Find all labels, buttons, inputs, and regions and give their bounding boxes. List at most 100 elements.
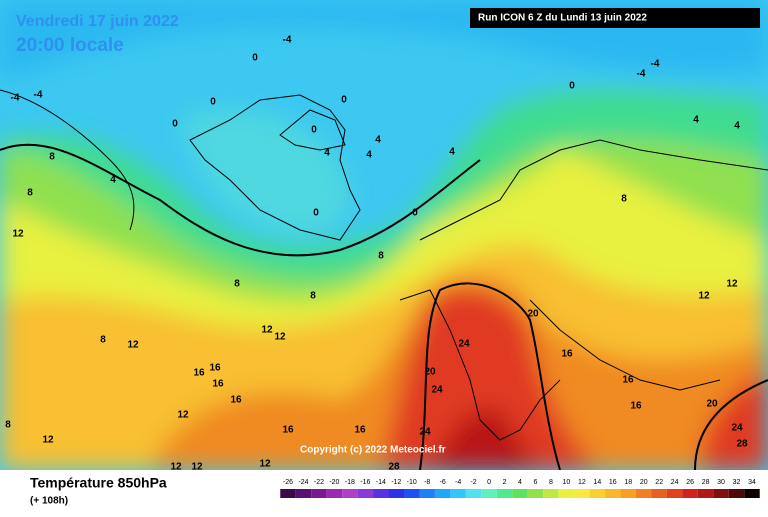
colorbar-label: 26 [686, 479, 694, 486]
run-info: Run ICON 6 Z du Lundi 13 juin 2022 [478, 13, 647, 24]
colorbar-label: -24 [298, 479, 308, 486]
colorbar-swatch [280, 489, 296, 498]
contour-label: 8 [100, 335, 106, 346]
contour-label: 12 [274, 332, 286, 343]
contour-label: 16 [230, 395, 242, 406]
contour-label: 16 [282, 425, 294, 436]
colorbar-swatch [465, 489, 482, 498]
contour-label: 4 [110, 175, 116, 186]
contour-label: 0 [172, 119, 178, 130]
contour-label: 12 [259, 459, 271, 470]
colorbar-label: 12 [578, 479, 586, 486]
colorbar-label: -12 [391, 479, 401, 486]
contour-label: 4 [734, 121, 740, 132]
colorbar-swatch [574, 489, 590, 498]
colorbar-label: 10 [563, 479, 571, 486]
colorbar-swatch [636, 489, 652, 498]
colorbar-label: 22 [655, 479, 663, 486]
temperature-field [0, 0, 768, 470]
contour-label: 12 [261, 325, 273, 336]
colorbar-swatch [620, 489, 636, 498]
contour-label: 8 [621, 194, 627, 205]
colorbar-swatch [388, 489, 404, 498]
contour-label: 8 [310, 291, 316, 302]
contour-label: 4 [693, 115, 699, 126]
contour-label: -4 [11, 93, 20, 104]
contour-label: 16 [561, 349, 573, 360]
colorbar-swatch [326, 489, 343, 498]
colorbar-swatch [512, 489, 528, 498]
colorbar-label: -8 [424, 479, 430, 486]
colorbar-label: -20 [329, 479, 339, 486]
contour-label: 28 [388, 462, 400, 473]
contour-label: 12 [726, 279, 738, 290]
colorbar-swatch [311, 489, 327, 498]
colorbar-label: -16 [360, 479, 370, 486]
colorbar-label: -26 [283, 479, 293, 486]
colorbar-label: 28 [702, 479, 710, 486]
colorbar-swatch [713, 489, 729, 498]
contour-label: 16 [212, 379, 224, 390]
colorbar-swatch [527, 489, 544, 498]
contour-label: 12 [12, 229, 24, 240]
contour-label: 8 [378, 251, 384, 262]
colorbar-swatch [404, 489, 420, 498]
copyright: Copyright (c) 2022 Meteociel.fr [300, 445, 446, 456]
contour-label: 12 [170, 462, 182, 473]
contour-label: 4 [375, 135, 381, 146]
contour-label: 12 [42, 435, 54, 446]
colorbar: -26 -24 -22 -20 -18 -16 -14 -12 -10 -8 -6 -4 -2 0 2 4 6 8… [280, 479, 760, 498]
contour-label: 24 [431, 385, 443, 396]
contour-label: 16 [630, 401, 642, 412]
colorbar-swatch [419, 489, 435, 498]
colorbar-swatch [697, 489, 714, 498]
colorbar-label: 16 [609, 479, 617, 486]
colorbar-swatch [496, 489, 513, 498]
contour-label: 0 [311, 125, 317, 136]
colorbar-swatch [434, 489, 451, 498]
colorbar-label: 2 [503, 479, 507, 486]
colorbar-label: -2 [470, 479, 476, 486]
colorbar-swatch [728, 489, 745, 498]
colorbar-label: 20 [640, 479, 648, 486]
contour-label: 0 [252, 53, 258, 64]
contour-label: 8 [49, 152, 55, 163]
contour-label: -4 [651, 59, 660, 70]
colorbar-swatch [605, 489, 621, 498]
contour-label: 20 [527, 309, 539, 320]
colorbar-label: 14 [593, 479, 601, 486]
contour-label: 16 [209, 363, 221, 374]
colorbar-swatch [342, 489, 358, 498]
colorbar-label: 18 [624, 479, 632, 486]
contour-label: 24 [419, 427, 431, 438]
contour-label: 0 [341, 95, 347, 106]
colorbar-label: 30 [717, 479, 725, 486]
colorbar-swatch [481, 489, 497, 498]
contour-label: -4 [637, 69, 646, 80]
contour-label: 12 [177, 410, 189, 421]
contour-label: 12 [127, 340, 139, 351]
colorbar-label: -14 [376, 479, 386, 486]
run-box [470, 8, 760, 28]
colorbar-label: 32 [733, 479, 741, 486]
contour-label: -4 [283, 35, 292, 46]
contour-label: 20 [424, 367, 436, 378]
colorbar-label: 6 [534, 479, 538, 486]
contour-label: 0 [569, 81, 575, 92]
colorbar-swatch [357, 489, 374, 498]
contour-label: 20 [706, 399, 718, 410]
colorbar-swatch [682, 489, 698, 498]
contour-label: 12 [698, 291, 710, 302]
colorbar-swatch [450, 489, 466, 498]
colorbar-swatch [373, 489, 389, 498]
contour-label: 12 [191, 462, 203, 473]
colorbar-label: -6 [440, 479, 446, 486]
colorbar-swatch [295, 489, 312, 498]
colorbar-label: 34 [748, 479, 756, 486]
contour-label: -4 [34, 90, 43, 101]
contour-label: 4 [366, 150, 372, 161]
colorbar-label: -18 [345, 479, 355, 486]
